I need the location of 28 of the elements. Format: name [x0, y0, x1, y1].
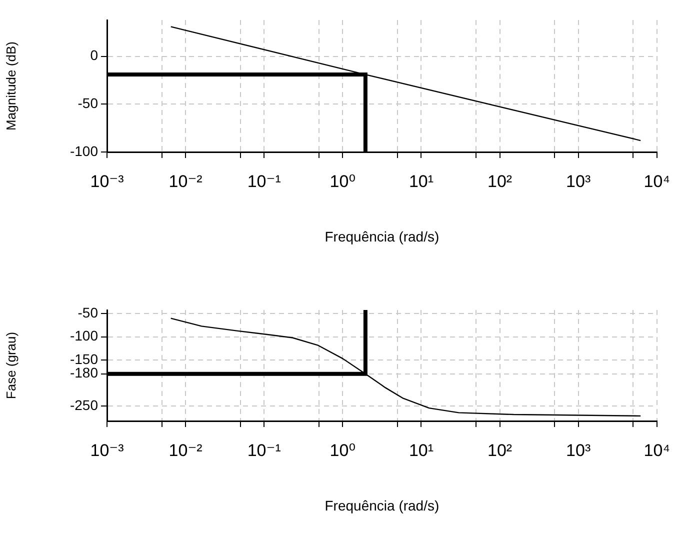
x-axis-title: Frequência (rad/s) [324, 228, 440, 244]
y-tick-label: 0 [90, 47, 98, 64]
y-axis-title: Magnitude (dB) [3, 42, 18, 130]
x-tick-label: 10⁰ [330, 440, 356, 460]
x-tick-label: 10⁴ [644, 172, 670, 191]
x-tick-label: 10⁻³ [90, 172, 124, 191]
x-tick-label: 10¹ [408, 172, 434, 191]
y-tick-label: -50 [78, 95, 98, 112]
x-tick-label: 10⁻¹ [247, 440, 282, 460]
y-tick-label: -50 [78, 304, 98, 321]
y-tick-label: -100 [70, 328, 98, 344]
x-tick-label: 10¹ [408, 440, 434, 460]
x-tick-label: 10⁰ [330, 172, 356, 191]
x-tick-label: 10³ [566, 440, 591, 460]
x-axis-title: Frequência (rad/s) [324, 497, 440, 514]
y-tick-label: -180 [70, 364, 98, 381]
x-tick-label: 10³ [566, 172, 591, 191]
y-tick-label: -250 [70, 397, 98, 414]
x-tick-label: 10⁴ [644, 440, 670, 460]
x-tick-label: 10⁻² [168, 440, 203, 460]
y-axis-title: Fase (grau) [3, 332, 18, 400]
x-tick-label: 10⁻³ [90, 440, 124, 460]
x-tick-label: 10⁻² [168, 172, 203, 191]
y-tick-label: -100 [70, 142, 98, 159]
y-tick-label: -150 [70, 350, 98, 367]
x-tick-label: 10⁻¹ [247, 172, 282, 191]
x-tick-label: 10² [487, 440, 512, 460]
x-tick-label: 10² [487, 172, 512, 191]
